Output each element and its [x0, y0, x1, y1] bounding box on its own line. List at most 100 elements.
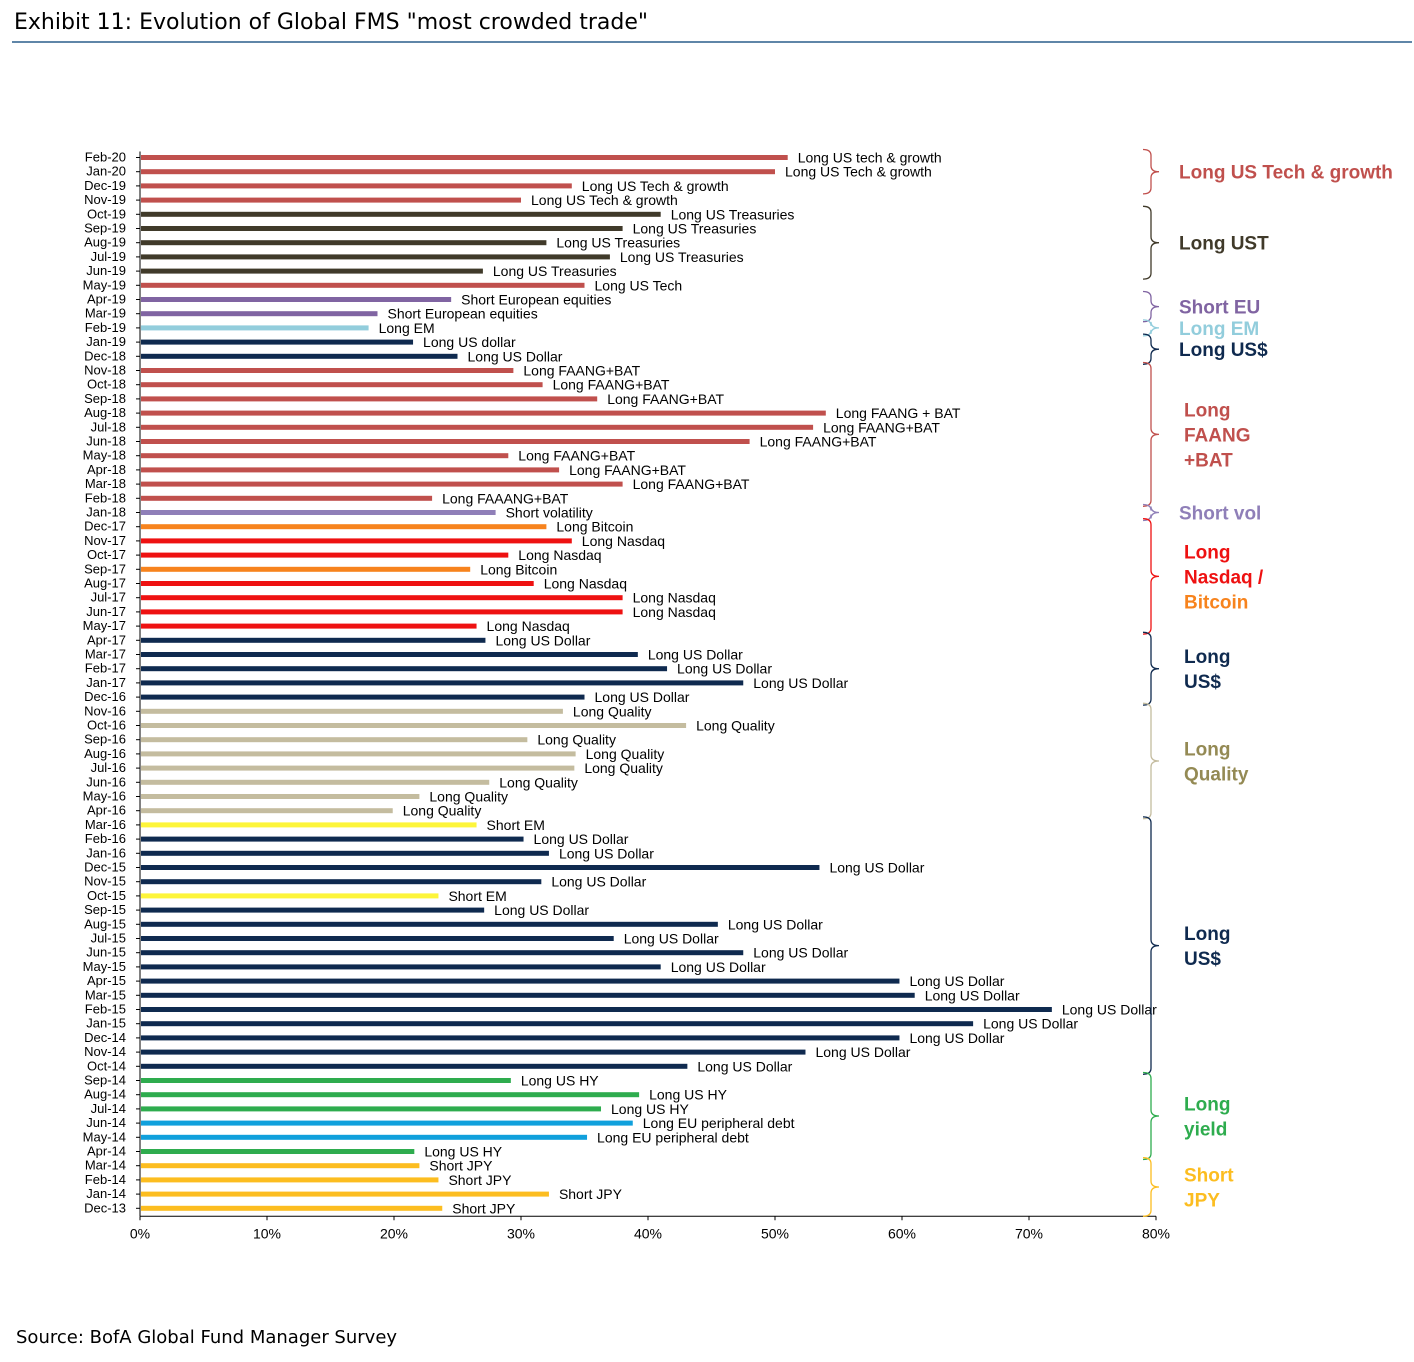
y-tick-label: Jan-15 — [86, 1016, 126, 1031]
bar-data-label: Long EU peripheral debt — [643, 1115, 795, 1131]
y-tick-label: Jul-18 — [91, 419, 126, 434]
bar-data-label: Short EM — [448, 888, 506, 904]
bar — [141, 1191, 549, 1197]
group-bracket — [1142, 319, 1160, 337]
bar — [141, 680, 744, 686]
y-tick-label: Oct-16 — [87, 718, 126, 733]
y-tick-label: Feb-19 — [85, 320, 126, 335]
group-label: Long — [1184, 400, 1230, 421]
bar — [141, 765, 575, 771]
bar-data-label: Long US Tech — [595, 277, 683, 293]
y-tick-label: Oct-18 — [87, 377, 126, 392]
bar — [141, 1120, 633, 1126]
x-tick-label: 40% — [634, 1225, 662, 1241]
bar — [141, 155, 788, 160]
group-bracket — [1142, 1071, 1160, 1161]
group-label: Long — [1184, 647, 1230, 668]
bar — [141, 609, 623, 615]
bar-data-label: Short JPY — [559, 1186, 623, 1202]
bar — [141, 254, 610, 260]
bar — [141, 211, 661, 217]
y-tick-label: May-17 — [83, 618, 126, 633]
group-label: Quality — [1184, 765, 1249, 786]
y-tick-label: Nov-17 — [84, 533, 126, 548]
bar-data-label: Long US Dollar — [697, 1058, 792, 1074]
bar — [141, 1063, 688, 1069]
y-tick-label: Jul-19 — [91, 249, 126, 264]
bar — [141, 879, 542, 885]
bar-data-label: Long US Dollar — [624, 931, 719, 947]
bar — [141, 424, 814, 430]
bar — [141, 992, 915, 998]
group-bracket — [1142, 361, 1160, 507]
y-tick-label: Oct-17 — [87, 547, 126, 562]
bar — [141, 850, 549, 856]
y-tick-label: Apr-15 — [87, 973, 126, 988]
group-label: Long — [1184, 924, 1230, 945]
group-label: Long — [1184, 542, 1230, 563]
group-bracket — [1142, 816, 1160, 1075]
bar-data-label: Long US Treasuries — [633, 221, 757, 237]
bar-data-label: Short volatility — [506, 505, 593, 521]
bar — [141, 382, 543, 388]
y-tick-label: Jun-18 — [86, 434, 126, 449]
y-tick-label: Jun-17 — [86, 604, 126, 619]
bar — [141, 694, 585, 700]
bar-data-label: Long US Dollar — [925, 987, 1020, 1003]
bar-data-label: Long US Treasuries — [556, 235, 680, 251]
x-tick-label: 70% — [1015, 1225, 1043, 1241]
bar — [141, 268, 483, 274]
bar — [141, 964, 661, 970]
y-tick-label: Dec-17 — [84, 519, 126, 534]
y-tick-label: Mar-17 — [85, 647, 126, 662]
bar-data-label: Long US Tech & growth — [582, 178, 729, 194]
bar-data-label: Long US Dollar — [909, 1030, 1004, 1046]
bar — [141, 183, 572, 189]
y-tick-label: Aug-18 — [84, 405, 126, 420]
bar-data-label: Long US Dollar — [815, 1044, 910, 1060]
bar-data-label: Long FAANG+BAT — [553, 377, 670, 393]
group-label: Long — [1184, 1095, 1230, 1116]
bar — [141, 950, 744, 956]
bar — [141, 538, 572, 544]
group-label: Long US Tech & growth — [1179, 163, 1393, 184]
bar — [141, 311, 378, 317]
bar — [141, 1106, 602, 1112]
y-tick-label: Nov-15 — [84, 874, 126, 889]
bar — [141, 297, 452, 302]
group-bracket — [1142, 148, 1160, 195]
bar-data-label: Long Quality — [429, 789, 508, 805]
y-tick-label: Mar-18 — [85, 476, 126, 491]
bar — [141, 708, 563, 714]
y-tick-label: Jul-15 — [91, 931, 126, 946]
bar-data-label: Long FAANG + BAT — [836, 405, 961, 421]
bar-data-label: Long US Dollar — [534, 831, 629, 847]
bar-data-label: Long Quality — [537, 732, 616, 748]
y-tick-label: Aug-17 — [84, 576, 126, 591]
group-label: Short vol — [1179, 504, 1261, 525]
bar-data-label: Long US Treasuries — [620, 249, 744, 265]
bar — [141, 921, 718, 927]
y-tick-label: Jul-14 — [91, 1101, 126, 1116]
y-tick-label: May-19 — [83, 277, 126, 292]
group-label: +BAT — [1184, 450, 1233, 471]
bar-data-label: Long US Dollar — [551, 874, 646, 890]
bar — [141, 1177, 439, 1183]
y-tick-label: Jul-16 — [91, 760, 126, 775]
y-tick-label: Mar-19 — [85, 306, 126, 321]
y-tick-label: Dec-15 — [84, 860, 126, 875]
x-tick-label: 20% — [380, 1225, 408, 1241]
bar — [141, 637, 486, 643]
y-tick-label: Oct-19 — [87, 206, 126, 221]
source-note: Source: BofA Global Fund Manager Survey — [16, 1327, 398, 1348]
bar — [141, 723, 687, 728]
bar-data-label: Long US Dollar — [671, 959, 766, 975]
y-tick-label: Aug-16 — [84, 746, 126, 761]
bar — [141, 353, 458, 359]
bar-data-label: Long Bitcoin — [480, 561, 557, 577]
bar-data-label: Long Quality — [586, 746, 665, 762]
bar — [141, 339, 414, 345]
bar — [141, 595, 623, 601]
bar-data-label: Long Nasdaq — [582, 533, 665, 549]
bar-data-label: Long Nasdaq — [487, 618, 570, 634]
